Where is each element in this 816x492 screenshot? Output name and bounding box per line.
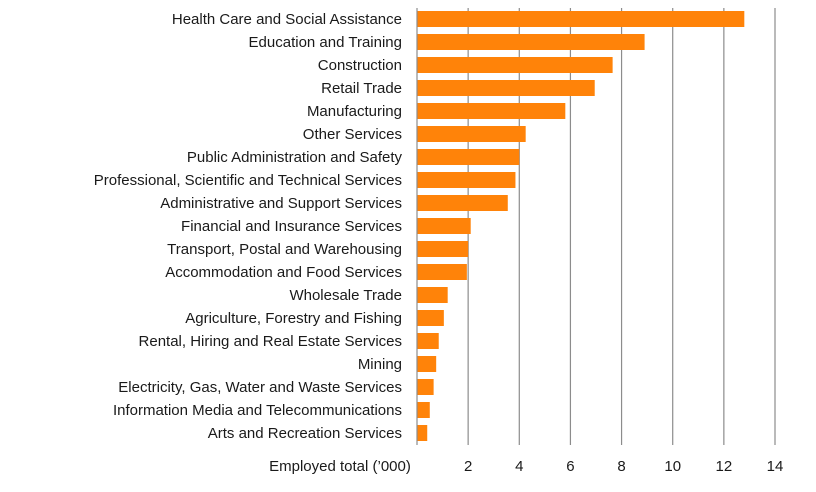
bar-1 bbox=[417, 11, 745, 27]
category-label-8: Professional, Scientific and Technical S… bbox=[94, 172, 402, 189]
bar-7 bbox=[417, 149, 520, 165]
bar-18 bbox=[417, 402, 430, 418]
x-tick-label-14: 14 bbox=[767, 458, 784, 475]
category-label-14: Agriculture, Forestry and Fishing bbox=[185, 310, 402, 327]
bar-19 bbox=[417, 425, 428, 441]
category-label-19: Arts and Recreation Services bbox=[208, 425, 402, 442]
category-label-3: Construction bbox=[318, 57, 402, 74]
category-label-1: Health Care and Social Assistance bbox=[172, 11, 402, 28]
bar-12 bbox=[417, 264, 467, 280]
category-label-18: Information Media and Telecommunications bbox=[113, 402, 402, 419]
bar-5 bbox=[417, 103, 566, 119]
category-label-4: Retail Trade bbox=[321, 80, 402, 97]
category-label-12: Accommodation and Food Services bbox=[165, 264, 402, 281]
bar-10 bbox=[417, 218, 471, 234]
x-tick-label-8: 8 bbox=[617, 458, 625, 475]
bar-6 bbox=[417, 126, 526, 142]
category-label-2: Education and Training bbox=[249, 34, 402, 51]
bar-16 bbox=[417, 356, 437, 372]
x-tick-label-12: 12 bbox=[716, 458, 733, 475]
bar-15 bbox=[417, 333, 439, 349]
category-label-6: Other Services bbox=[303, 126, 402, 143]
gridlines bbox=[467, 8, 776, 445]
category-label-13: Wholesale Trade bbox=[289, 287, 402, 304]
category-label-11: Transport, Postal and Warehousing bbox=[167, 241, 402, 258]
x-tick-label-10: 10 bbox=[664, 458, 681, 475]
bar-13 bbox=[417, 287, 448, 303]
bar-9 bbox=[417, 195, 508, 211]
category-label-17: Electricity, Gas, Water and Waste Servic… bbox=[118, 379, 402, 396]
bar-2 bbox=[417, 34, 645, 50]
bar-17 bbox=[417, 379, 434, 395]
category-label-9: Administrative and Support Services bbox=[160, 195, 402, 212]
x-tick-label-6: 6 bbox=[566, 458, 574, 475]
x-tick-labels: 2 4 6 8 10 12 14 bbox=[464, 458, 783, 475]
category-label-15: Rental, Hiring and Real Estate Services bbox=[139, 333, 402, 350]
bar-8 bbox=[417, 172, 516, 188]
category-label-10: Financial and Insurance Services bbox=[181, 218, 402, 235]
bar-4 bbox=[417, 80, 595, 96]
bar-3 bbox=[417, 57, 613, 73]
category-label-7: Public Administration and Safety bbox=[187, 149, 403, 166]
category-label-16: Mining bbox=[358, 356, 402, 373]
bar-14 bbox=[417, 310, 444, 326]
x-tick-label-2: 2 bbox=[464, 458, 472, 475]
category-labels: Health Care and Social Assistance Educati… bbox=[94, 11, 403, 442]
bars bbox=[417, 11, 745, 441]
x-axis-title: Employed total (’000) bbox=[269, 458, 411, 475]
bar-11 bbox=[417, 241, 469, 257]
category-label-5: Manufacturing bbox=[307, 103, 402, 120]
x-tick-label-4: 4 bbox=[515, 458, 523, 475]
